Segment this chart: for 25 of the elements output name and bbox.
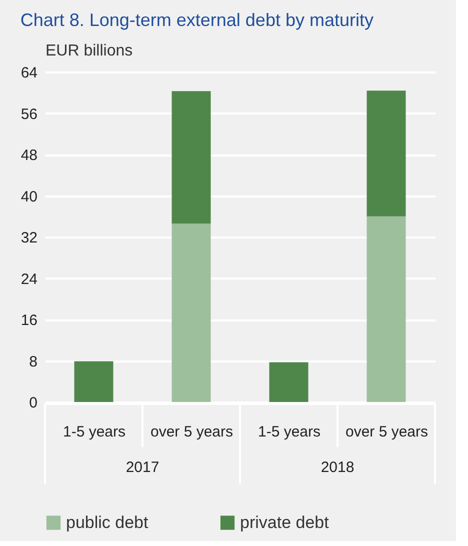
bar [269,362,308,402]
y-tick-label: 16 [20,312,38,329]
bar [74,361,114,402]
y-tick-label: 64 [20,64,38,82]
bar [366,90,406,216]
legend-label: private debt [240,512,330,532]
text: 2018 [320,459,354,476]
y-tick-label: 0 [29,394,38,412]
bar [172,91,211,224]
x-tick-label: over 5 years [345,424,428,440]
x-tick-label: 1-5 years [258,424,321,440]
bar [172,224,211,402]
y-tick-label: 8 [29,353,38,370]
x-tick-label: over 5 years [150,424,234,440]
y-axis-title: EUR billions [46,42,133,60]
y-tick-label: 48 [20,147,38,164]
y-tick-label: 24 [20,270,38,288]
y-tick-label: 32 [20,230,38,246]
chart-title: Chart 8. Long-term external debt by maturity [20,10,374,30]
y-tick-label: 56 [20,106,38,123]
text: 2017 [126,459,160,476]
bar [366,216,406,402]
x-tick-label: 1-5 years [62,424,126,440]
y-tick-label: 40 [20,188,38,206]
legend-label: public debt [66,512,149,532]
